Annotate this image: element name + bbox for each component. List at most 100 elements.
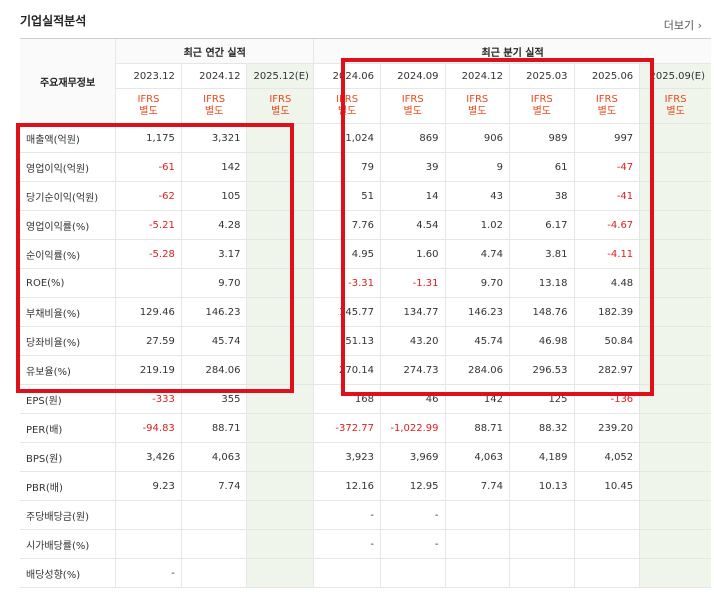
quarter-value: 88.32 xyxy=(509,413,575,443)
period-quarter-3: 2025.03 xyxy=(509,63,575,89)
row-label: BPS(원) xyxy=(20,442,116,472)
basis-standard: IFRS xyxy=(401,94,424,105)
annual-value xyxy=(246,500,314,530)
quarter-value: 46.98 xyxy=(509,326,575,356)
quarter-value: 13.18 xyxy=(509,268,575,298)
annual-value: 45.74 xyxy=(180,326,247,356)
quarter-value: -4.67 xyxy=(573,210,640,240)
basis-type: 별도 xyxy=(337,106,357,117)
quarter-value: 4,052 xyxy=(573,442,640,472)
quarter-value: 61 xyxy=(509,152,575,182)
row-label: 영업이익(억원) xyxy=(20,152,116,182)
basis-standard: IFRS xyxy=(269,94,292,105)
quarter-value: 3,923 xyxy=(313,442,381,472)
period-annual-0: 2023.12 xyxy=(115,63,182,89)
table-row: PBR(배) 9.23 7.74 12.16 12.95 7.74 10.13 10.45 xyxy=(20,471,711,501)
quarter-value: 46 xyxy=(379,384,445,414)
annual-value: 9.23 xyxy=(115,471,182,501)
table-row: BPS(원) 3,426 4,063 3,923 3,969 4,063 4,189 4,05… xyxy=(20,442,711,472)
quarter-value: -41 xyxy=(573,181,640,211)
row-label: 순이익률(%) xyxy=(20,239,116,269)
annual-value xyxy=(246,297,314,327)
basis-standard: IFRS xyxy=(203,94,226,105)
period-annual-1: 2024.12 xyxy=(180,63,247,89)
row-label: 배당성향(%) xyxy=(20,558,116,588)
annual-value: -5.28 xyxy=(115,239,182,269)
annual-value: 7.74 xyxy=(180,471,247,501)
table-row: 배당성향(%) - xyxy=(20,558,711,588)
quarter-value: 145.77 xyxy=(313,297,381,327)
quarter-value xyxy=(573,500,640,530)
basis-type: 별도 xyxy=(532,106,551,117)
period-quarter-2: 2024.12 xyxy=(444,63,510,89)
quarter-value: 989 xyxy=(509,123,575,153)
row-label: 영업이익률(%) xyxy=(20,210,116,240)
quarter-value: 12.95 xyxy=(379,471,445,501)
quarter-value: 50.84 xyxy=(573,326,640,356)
quarter-value: 869 xyxy=(379,123,445,153)
basis-cell: IFRS 별도 xyxy=(313,88,381,124)
quarter-value xyxy=(639,500,711,530)
quarter-value: 1.60 xyxy=(379,239,445,269)
quarter-value: 39 xyxy=(379,152,445,182)
quarter-value: 14 xyxy=(379,181,445,211)
annual-value xyxy=(246,152,314,182)
basis-standard: IFRS xyxy=(466,94,489,105)
quarter-value xyxy=(444,558,510,588)
row-label: PER(배) xyxy=(20,413,116,443)
annual-value: 4.28 xyxy=(180,210,247,240)
quarter-value: -4.11 xyxy=(573,239,640,269)
quarter-value: 51.13 xyxy=(313,326,381,356)
financial-table: 주요재무정보 최근 연간 실적 최근 분기 실적 2023.12 2024.12 2… xyxy=(20,38,711,588)
basis-standard: IFRS xyxy=(336,94,359,105)
quarter-value: 4.74 xyxy=(444,239,510,269)
annual-value: 129.46 xyxy=(115,297,182,327)
quarter-value xyxy=(639,471,711,501)
quarter-value: 43.20 xyxy=(379,326,445,356)
annual-value: 9.70 xyxy=(180,268,247,298)
annual-value: 219.19 xyxy=(115,355,182,385)
period-annual-2: 2025.12(E) xyxy=(246,63,314,89)
quarter-value: -47 xyxy=(573,152,640,182)
section-title: 기업실적분석 xyxy=(20,14,87,28)
table-row: 영업이익(억원) -61 142 79 39 9 61 -47 xyxy=(20,152,711,182)
quarter-value xyxy=(379,558,445,588)
annual-value: 146.23 xyxy=(180,297,247,327)
annual-value xyxy=(115,529,182,559)
annual-value xyxy=(246,442,314,472)
row-label: 당좌비율(%) xyxy=(20,326,116,356)
quarter-value: 142 xyxy=(444,384,510,414)
annual-value xyxy=(246,471,314,501)
basis-cell: IFRS 별도 xyxy=(573,88,640,124)
quarter-value: 168 xyxy=(313,384,381,414)
quarter-value: 146.23 xyxy=(444,297,510,327)
basis-type: 별도 xyxy=(204,106,224,117)
table-row: PER(배) -94.83 88.71 -372.77 -1,022.99 88.71 88… xyxy=(20,413,711,443)
annual-value xyxy=(115,268,182,298)
annual-value xyxy=(180,558,247,588)
annual-value: 3,426 xyxy=(115,442,182,472)
basis-cell: IFRS 별도 xyxy=(115,88,182,124)
table-row: 당기순이익(억원) -62 105 51 14 43 38 -41 xyxy=(20,181,711,211)
table-row: 부채비율(%) 129.46 146.23 145.77 134.77 146.23 148… xyxy=(20,297,711,327)
quarter-value: -372.77 xyxy=(313,413,381,443)
quarter-value xyxy=(639,529,711,559)
annual-value xyxy=(246,326,314,356)
row-label: 부채비율(%) xyxy=(20,297,116,327)
quarter-value: 134.77 xyxy=(379,297,445,327)
quarter-value: -136 xyxy=(573,384,640,414)
more-link[interactable]: 더보기 › xyxy=(664,17,702,33)
basis-type: 별도 xyxy=(468,106,487,117)
annual-value: 27.59 xyxy=(115,326,182,356)
quarter-value: 4.54 xyxy=(379,210,445,240)
annual-value: 3,321 xyxy=(180,123,247,153)
basis-cell: IFRS 별도 xyxy=(509,88,575,124)
annual-value: 142 xyxy=(180,152,247,182)
quarter-value: 906 xyxy=(444,123,510,153)
quarter-value: 1,024 xyxy=(313,123,381,153)
quarter-value: - xyxy=(379,500,445,530)
quarter-value: 9 xyxy=(444,152,510,182)
quarter-value: - xyxy=(379,529,445,559)
annual-value xyxy=(246,239,314,269)
annual-value xyxy=(180,529,247,559)
